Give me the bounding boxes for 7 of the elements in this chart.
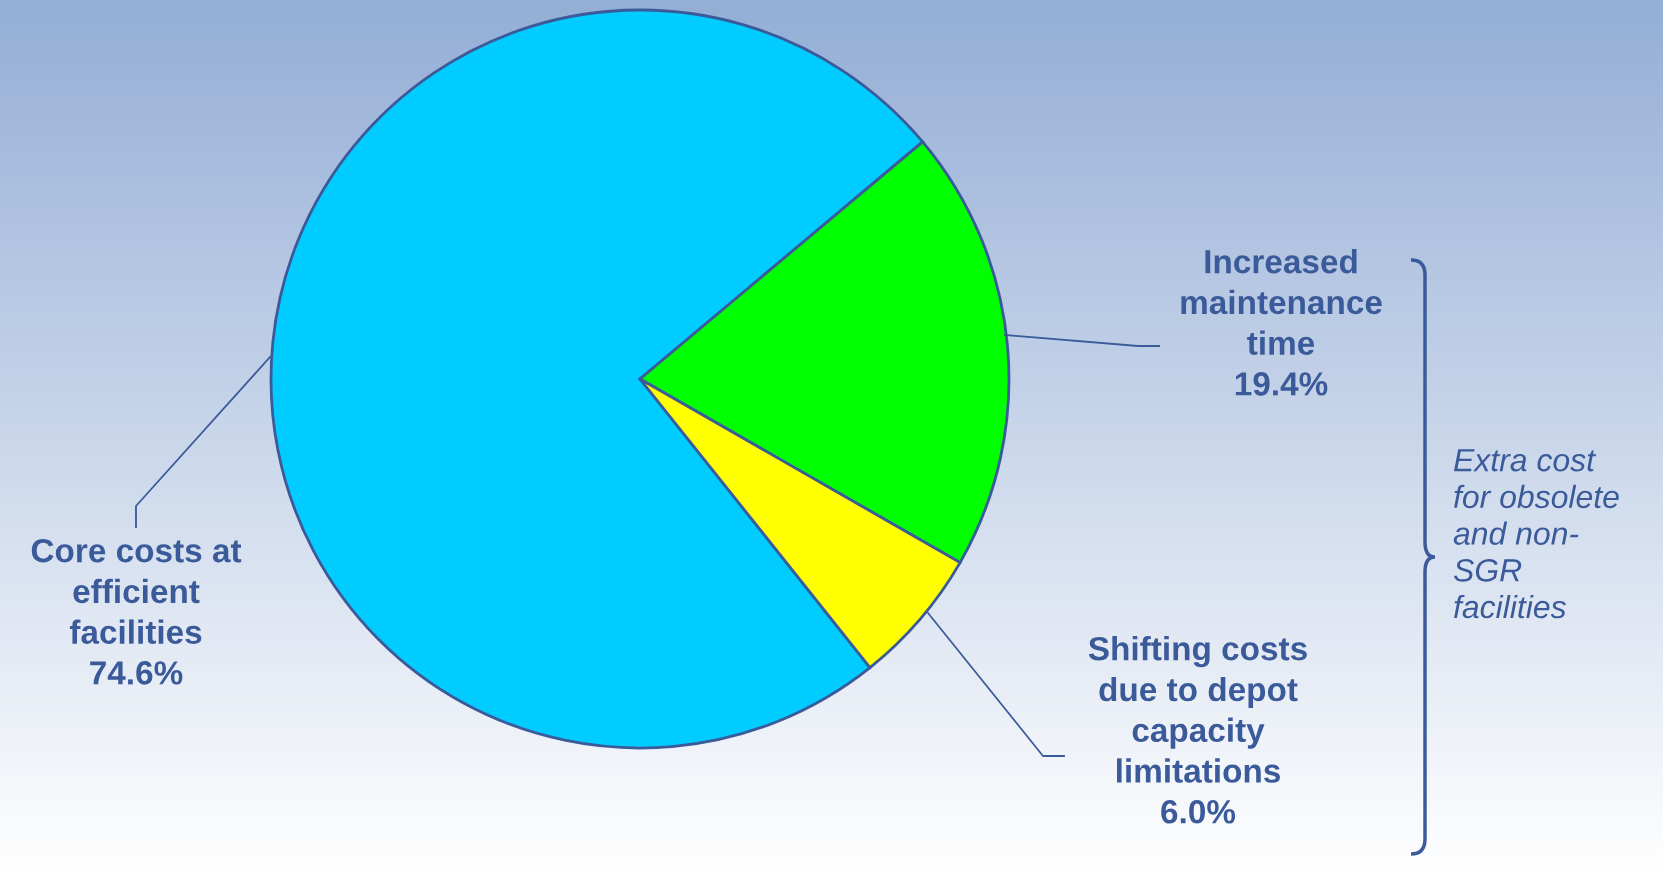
data-label: 74.6% bbox=[90, 661, 183, 685]
text: Extra cost for obsolete and non- SGR facilities bbox=[1453, 449, 1619, 619]
data-label: 19.4% bbox=[1235, 372, 1328, 396]
slice-label: Increased maintenance time bbox=[1181, 249, 1382, 355]
slice-label: Core costs at efficient facilities bbox=[31, 538, 242, 644]
data-label: 6.0% bbox=[1161, 799, 1236, 824]
slice-label: Shifting costs due to depot capacity limitations bbox=[1088, 636, 1307, 783]
